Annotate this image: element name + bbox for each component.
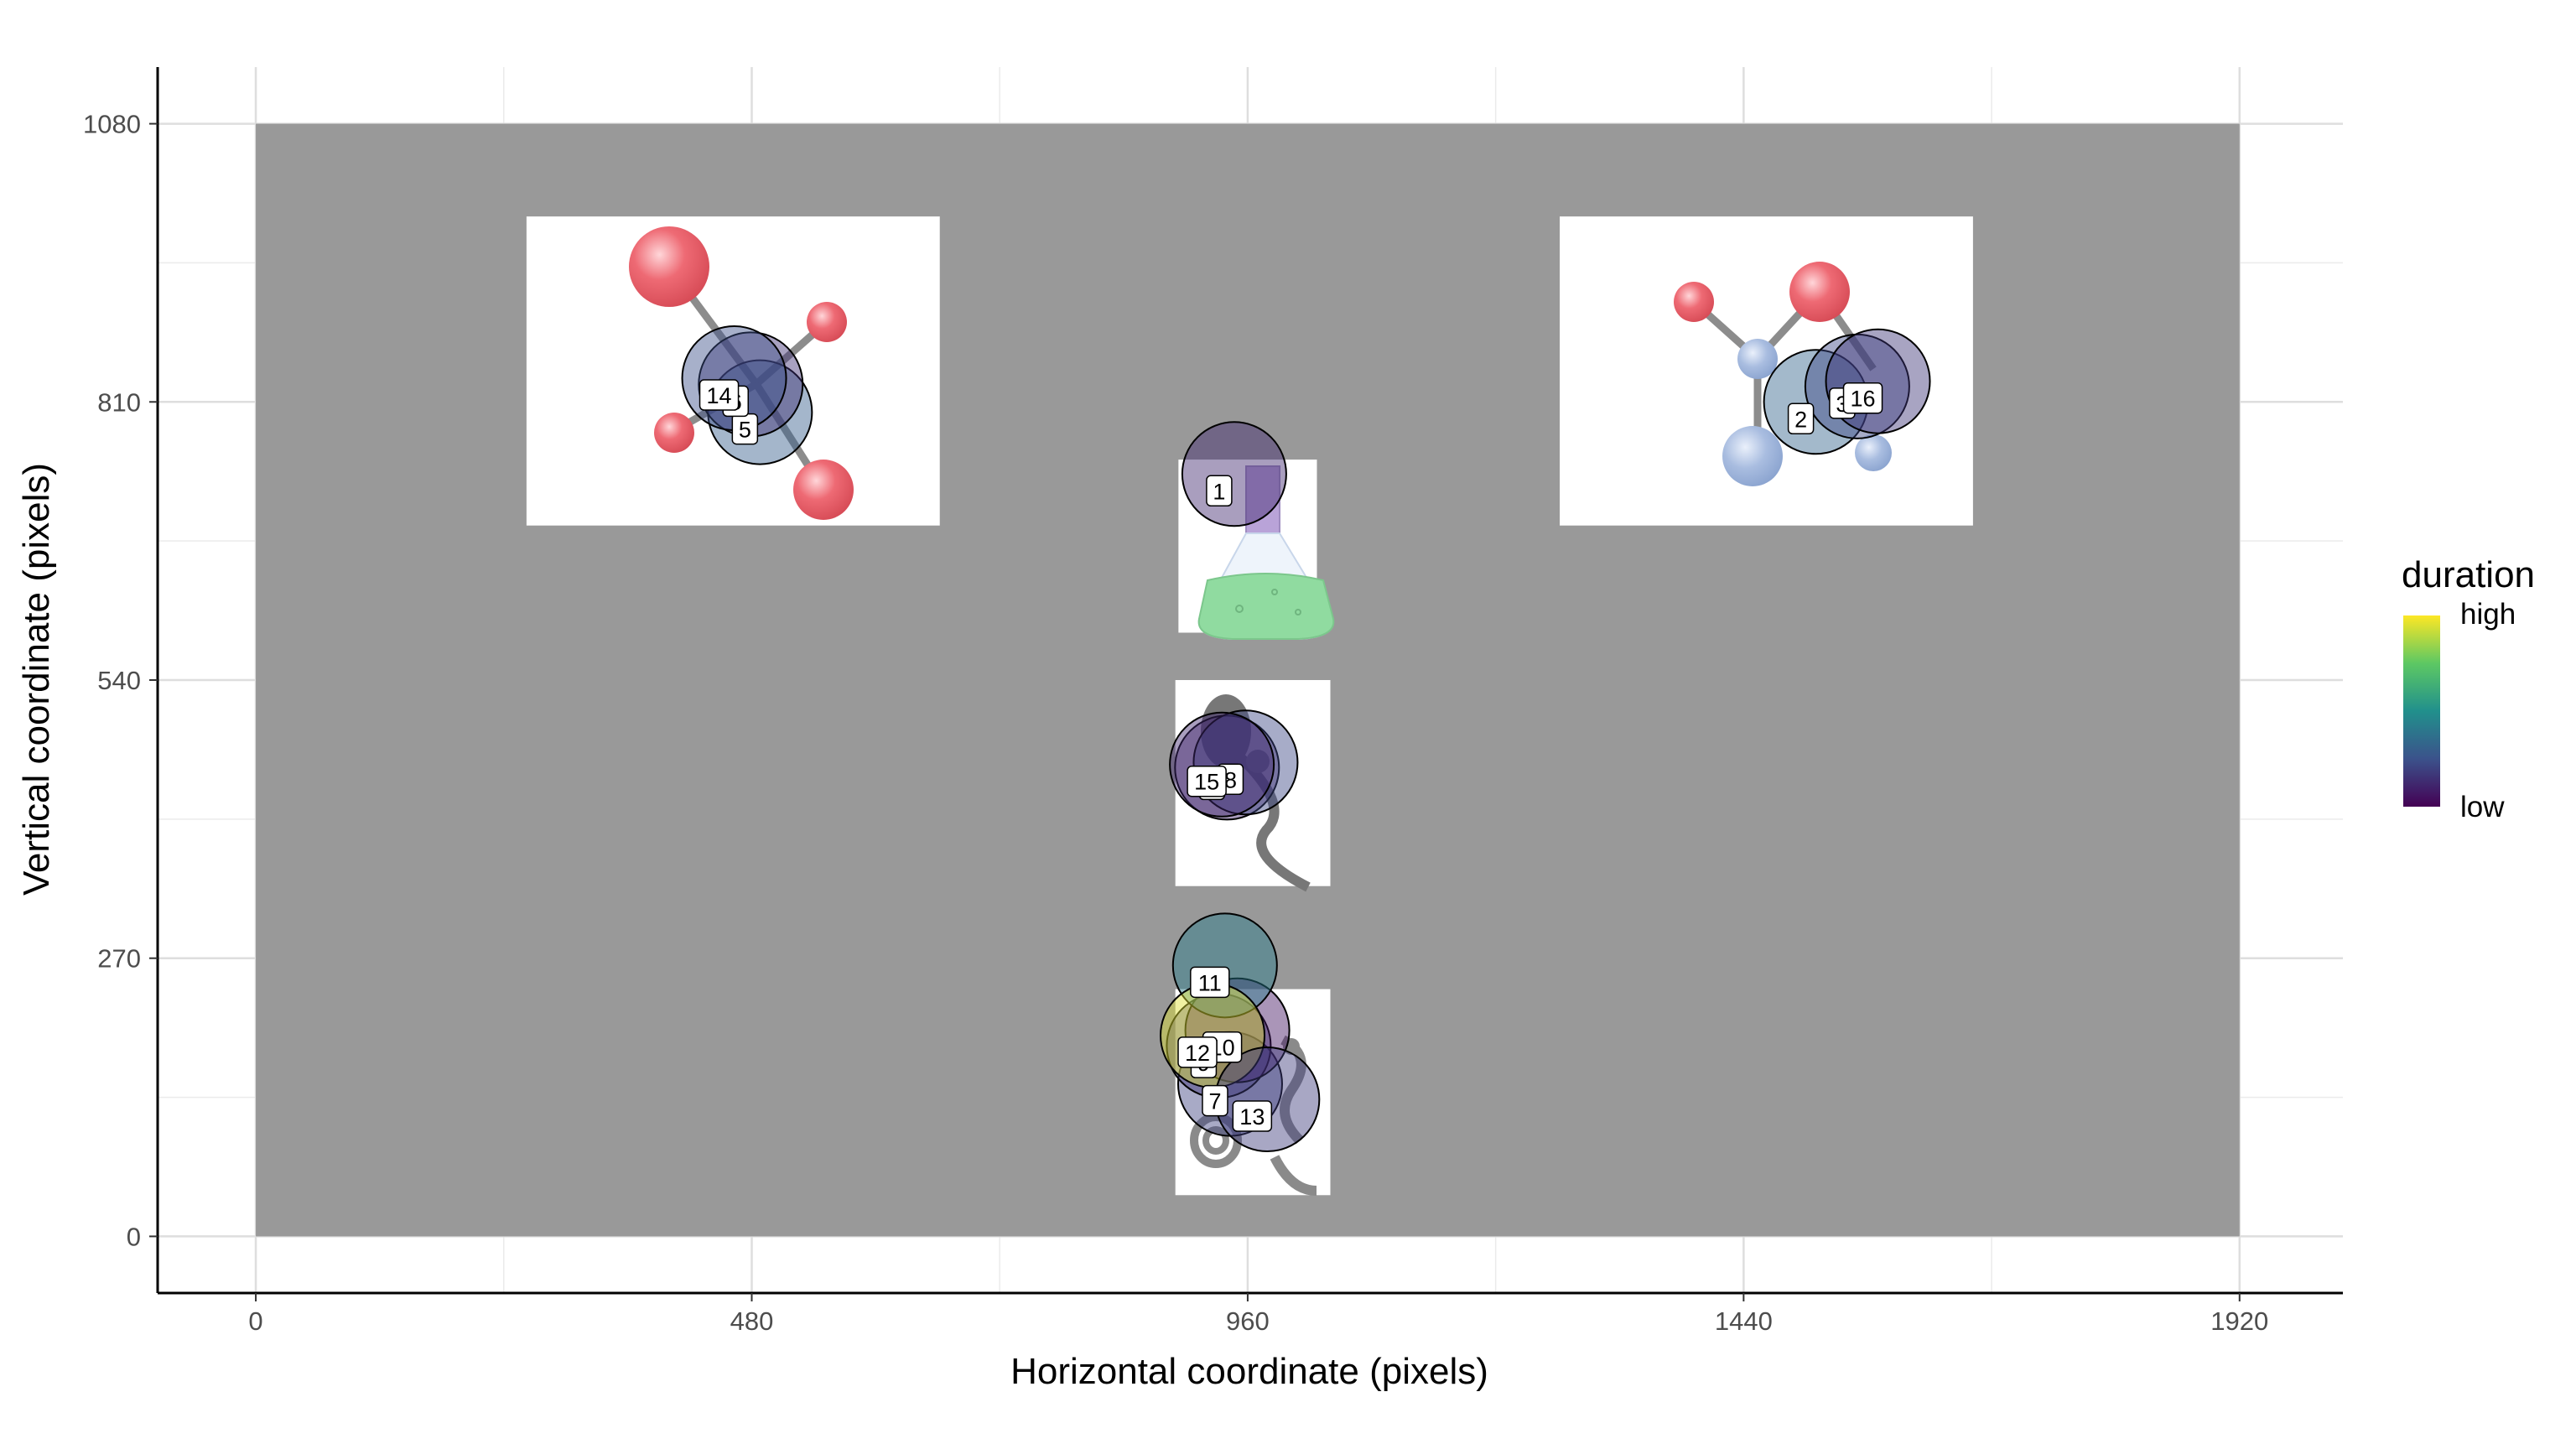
x-tick-label: 1920 (2210, 1306, 2268, 1336)
svg-text:1: 1 (1213, 479, 1225, 504)
fixation-label: 1 (1206, 475, 1233, 507)
fixation-labels: 12345678910111213141516 (699, 379, 1883, 1132)
fixation-label: 7 (1202, 1084, 1228, 1117)
svg-text:2: 2 (1794, 407, 1807, 432)
flask-icon (1197, 465, 1335, 640)
y-tick-label: 810 (97, 387, 141, 417)
fixation-label: 14 (699, 379, 740, 411)
legend-low-label: low (2460, 791, 2505, 823)
fixation-label: 16 (1842, 382, 1883, 414)
y-tick-label: 1080 (83, 110, 141, 139)
x-tick-label: 0 (248, 1306, 262, 1336)
svg-text:15: 15 (1194, 770, 1219, 795)
svg-text:11: 11 (1198, 970, 1222, 995)
y-tick-label: 0 (127, 1222, 141, 1251)
fixation-point (1214, 1046, 1321, 1153)
fixation-label: 13 (1232, 1100, 1273, 1132)
object-illustrations (629, 226, 1892, 1196)
creature-icon (1190, 1035, 1317, 1196)
fixation-label: 11 (1190, 966, 1230, 999)
axes: 0 480 960 1440 1920 0 270 540 810 1080 (83, 67, 2343, 1336)
legend-title: duration (2402, 554, 2535, 595)
x-axis-title: Horizontal coordinate (pixels) (1010, 1351, 1488, 1392)
svg-text:7: 7 (1208, 1089, 1221, 1114)
y-tick-label: 270 (97, 944, 141, 974)
y-axis-title: Vertical coordinate (pixels) (16, 463, 57, 896)
svg-text:12: 12 (1185, 1041, 1210, 1066)
molecule-right-icon (1674, 262, 1892, 486)
svg-text:13: 13 (1239, 1104, 1265, 1130)
svg-text:8: 8 (1224, 767, 1237, 792)
svg-text:5: 5 (739, 418, 751, 443)
molecule-left-image (526, 216, 940, 526)
x-tick-label: 1440 (1715, 1306, 1773, 1336)
legend-high-label: high (2460, 598, 2516, 631)
fixation-label: 12 (1177, 1036, 1218, 1068)
fixation-label: 2 (1787, 402, 1815, 435)
fixation-label: 15 (1187, 765, 1227, 797)
legend: duration high low (2402, 554, 2535, 823)
legend-colorbar (2403, 615, 2440, 807)
svg-text:14: 14 (707, 383, 732, 408)
y-tick-label: 540 (97, 666, 141, 695)
x-tick-label: 480 (730, 1306, 774, 1336)
fixation-label: 5 (731, 413, 759, 445)
molecule-left-icon (629, 226, 854, 520)
svg-text:16: 16 (1851, 387, 1876, 412)
fixation-point (1181, 421, 1287, 527)
x-tick-label: 960 (1226, 1306, 1270, 1336)
